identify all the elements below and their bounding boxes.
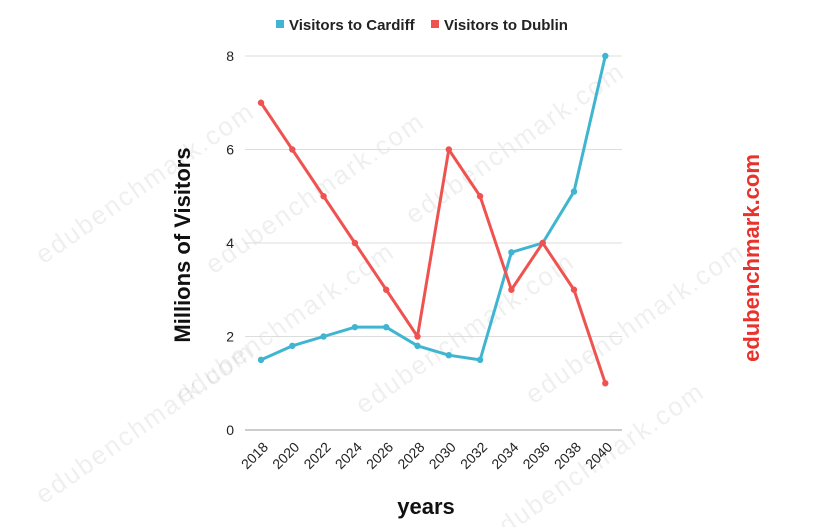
series-line-0 (260, 55, 607, 362)
series-1-point (351, 239, 359, 247)
series-group (257, 52, 609, 387)
x-tick-label: 2018 (238, 439, 271, 472)
x-tick-label: 2024 (332, 439, 365, 472)
y-tick-label: 2 (226, 329, 234, 345)
series-1-point (414, 333, 421, 340)
x-tick-label: 2036 (519, 439, 552, 472)
series-0-point (383, 323, 390, 331)
legend-swatch-1 (431, 20, 439, 28)
series-0-point (289, 342, 296, 350)
legend-label-0: Visitors to Cardiff (289, 17, 416, 34)
series-0-point (508, 249, 515, 256)
series-0-point (414, 342, 421, 350)
series-0-point (445, 352, 452, 359)
series-0-point (602, 52, 609, 60)
series-1-point (383, 286, 390, 293)
x-tick-label: 2026 (363, 439, 396, 472)
x-axis-ticks: 2018202020222024202620282030203220342036… (238, 439, 616, 472)
x-tick-label: 2022 (300, 439, 333, 472)
series-0-point (320, 333, 327, 340)
series-0-point (570, 188, 578, 195)
legend-swatch-0 (276, 20, 284, 28)
x-tick-label: 2034 (488, 439, 521, 472)
x-tick-label: 2028 (394, 439, 427, 472)
series-0-point (351, 323, 359, 331)
series-1-point (570, 286, 578, 293)
y-tick-label: 0 (226, 422, 234, 438)
y-axis-title: Millions of Visitors (170, 147, 195, 342)
y-tick-label: 4 (226, 235, 234, 251)
series-1-point (508, 286, 515, 293)
x-tick-label: 2030 (426, 439, 459, 472)
series-1-point (539, 239, 546, 247)
series-1-point (602, 380, 609, 387)
side-watermark: edubenchmark.com (739, 154, 764, 362)
x-axis-title: years (397, 494, 455, 519)
series-line-1 (259, 101, 607, 384)
series-1-point (445, 146, 452, 153)
series-0-point (476, 356, 484, 364)
x-tick-label: 2032 (457, 439, 490, 472)
x-tick-label: 2020 (269, 439, 302, 472)
series-1-point (289, 146, 296, 153)
series-1-point (476, 193, 484, 200)
legend-label-1: Visitors to Dublin (444, 17, 568, 34)
legend: Visitors to Cardiff Visitors to Dublin (276, 17, 568, 34)
y-tick-label: 8 (226, 48, 234, 64)
watermark-text: edubenchmark.com (400, 56, 630, 230)
y-axis-ticks: 0 2 4 6 8 (226, 48, 234, 438)
series-1-point (320, 193, 327, 200)
series-0-point (257, 356, 265, 364)
y-tick-label: 6 (226, 142, 234, 158)
series-1-point (257, 99, 265, 106)
